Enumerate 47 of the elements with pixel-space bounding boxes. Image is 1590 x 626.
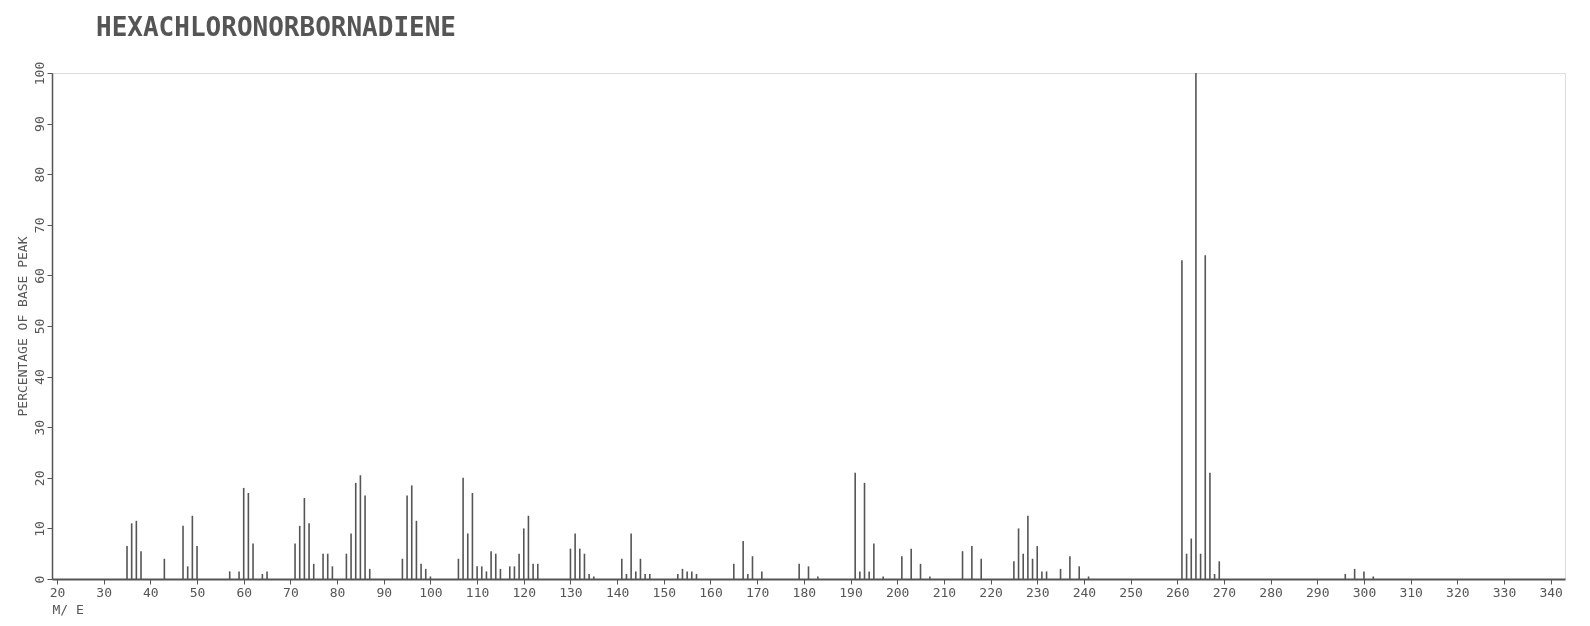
y-tick-label: 60: [31, 268, 47, 284]
x-tick-label: 270: [1212, 584, 1237, 600]
x-tick-label: 200: [885, 584, 910, 600]
x-tick-label: 310: [1399, 584, 1423, 600]
x-tick-label: 330: [1492, 584, 1517, 600]
x-tick-label: 130: [559, 584, 583, 600]
x-tick-label: 30: [96, 584, 113, 600]
x-tick-label: 340: [1539, 584, 1563, 600]
x-tick-label: 90: [376, 584, 393, 600]
x-tick-label: 220: [979, 584, 1003, 600]
x-axis-title: M/ E: [52, 601, 84, 617]
x-tick-label: 210: [932, 584, 957, 600]
x-tick-label: 20: [49, 584, 66, 600]
x-tick-label: 160: [699, 584, 723, 600]
y-tick-label: 70: [31, 217, 47, 234]
x-tick-label: 290: [1306, 584, 1330, 600]
x-tick-label: 140: [605, 584, 630, 600]
x-tick-label: 50: [189, 584, 206, 600]
y-tick-label: 20: [31, 470, 47, 487]
chart-title: HEXACHLORONORBORNADIENE: [96, 12, 457, 43]
y-axis-title: PERCENTAGE OF BASE PEAK: [14, 236, 30, 417]
x-tick-label: 40: [143, 584, 159, 600]
x-tick-label: 70: [283, 584, 299, 600]
x-tick-label: 180: [792, 584, 817, 600]
x-tick-label: 240: [1072, 584, 1097, 600]
y-tick-label: 40: [31, 369, 47, 385]
y-tick-label: 90: [31, 116, 47, 132]
x-tick-label: 80: [329, 584, 346, 600]
x-tick-label: 150: [652, 584, 677, 600]
y-tick-label: 30: [31, 419, 47, 436]
x-tick-label: 230: [1025, 584, 1050, 600]
x-tick-label: 300: [1352, 584, 1377, 600]
x-tick-label: 110: [465, 584, 490, 600]
x-tick-label: 100: [419, 584, 443, 600]
y-tick-label: 80: [31, 166, 47, 183]
x-tick-label: 280: [1259, 584, 1283, 600]
y-tick-label: 10: [31, 521, 47, 537]
x-tick-label: 260: [1166, 584, 1190, 600]
x-tick-label: 250: [1119, 584, 1143, 600]
y-tick-label: 0: [31, 575, 47, 584]
x-tick-label: 120: [512, 584, 537, 600]
y-tick-label: 50: [31, 318, 47, 335]
y-tick-label: 100: [31, 61, 47, 86]
x-tick-label: 170: [745, 584, 770, 600]
x-tick-label: 320: [1446, 584, 1470, 600]
x-tick-label: 190: [839, 584, 863, 600]
x-tick-label: 60: [236, 584, 253, 600]
